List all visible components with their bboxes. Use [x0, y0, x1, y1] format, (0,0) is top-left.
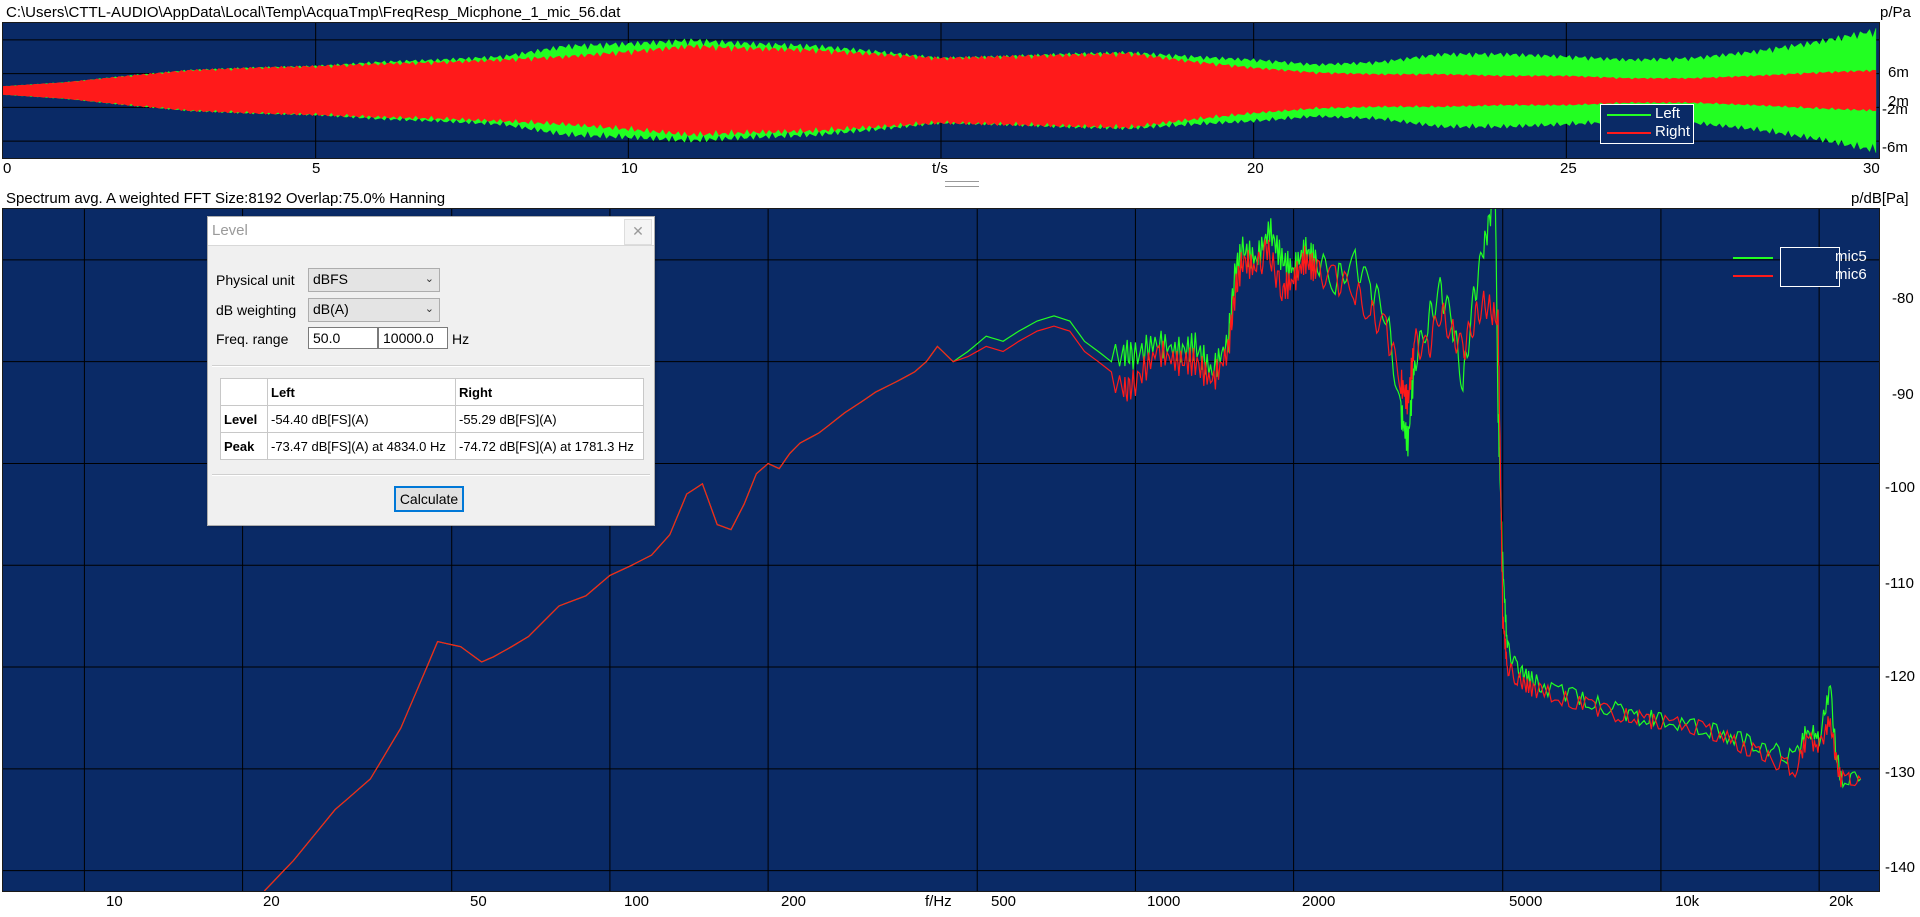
spec-ytick: -100 — [1885, 479, 1916, 496]
freq-min-input[interactable]: 50.0 — [308, 327, 378, 349]
spectrum-legend: mic5 mic6 — [1733, 247, 1867, 287]
close-icon[interactable]: ✕ — [624, 219, 652, 245]
spec-xtick: 10k — [1675, 893, 1700, 910]
weighting-select[interactable]: dB(A) ⌄ — [308, 298, 440, 322]
physical-unit-select[interactable]: dBFS ⌄ — [308, 268, 440, 292]
peak-left-value: -73.47 dB[FS](A) at 4834.0 Hz — [267, 432, 456, 460]
legend-swatch-mic6 — [1733, 275, 1773, 277]
freq-range-label: Freq. range — [216, 331, 289, 347]
level-results-table: Left Right Level -54.40 dB[FS](A) -55.29… — [220, 378, 644, 460]
spec-xtick: 100 — [624, 893, 650, 910]
dialog-title: Level — [212, 222, 248, 239]
row-label-peak: Peak — [220, 432, 268, 460]
spec-ytick: -80 — [1892, 290, 1914, 307]
legend-label-mic6: mic6 — [1835, 266, 1867, 283]
level-left-value: -54.40 dB[FS](A) — [267, 405, 456, 433]
dialog-divider — [212, 365, 650, 367]
table-header-row: Left Right — [220, 378, 644, 406]
legend-item-left: Left — [1601, 105, 1693, 123]
time-xtick: 25 — [1560, 160, 1577, 177]
time-xtick: 10 — [621, 160, 638, 177]
time-unit-label: p/Pa — [1880, 4, 1911, 21]
row-label-level: Level — [220, 405, 268, 433]
time-xtick: 0 — [3, 160, 12, 177]
spec-xtick: 10 — [106, 893, 123, 910]
spec-xtick: 500 — [991, 893, 1017, 910]
freq-unit-label: Hz — [452, 331, 470, 347]
time-ytick-neg6m: -6m — [1882, 139, 1908, 156]
level-right-value: -55.29 dB[FS](A) — [455, 405, 644, 433]
dialog-titlebar[interactable]: Level ✕ — [208, 217, 654, 246]
spec-xtick: 20k — [1829, 893, 1854, 910]
legend-swatch-right — [1607, 132, 1651, 134]
spectrum-header: Spectrum avg. A weighted FFT Size:8192 O… — [6, 190, 446, 207]
level-dialog: Level ✕ Physical unit dBFS ⌄ dB weightin… — [207, 216, 655, 526]
dialog-divider — [212, 474, 650, 476]
spec-xtick: 20 — [263, 893, 280, 910]
legend-label-left: Left — [1655, 105, 1681, 122]
spec-ytick: -90 — [1892, 386, 1914, 403]
spec-ytick: -130 — [1885, 764, 1916, 781]
time-waveform-chart — [3, 23, 1879, 158]
table-corner-cell — [220, 378, 268, 406]
spec-xtick: 5000 — [1509, 893, 1543, 910]
spectrum-unit-label: p/dB[Pa] — [1851, 190, 1909, 207]
table-header-right: Right — [455, 378, 644, 406]
time-xtick: 20 — [1247, 160, 1264, 177]
legend-label-right: Right — [1655, 123, 1691, 140]
time-xtick: 30 — [1863, 160, 1880, 177]
legend-item-mic5: mic5 — [1733, 248, 1867, 266]
spec-ytick: -110 — [1885, 575, 1914, 592]
freq-max-input[interactable]: 10000.0 — [378, 327, 448, 349]
legend-item-right: Right — [1601, 123, 1693, 141]
time-xtick: 5 — [312, 160, 321, 177]
spec-ytick: -140 — [1885, 859, 1916, 876]
time-legend: Left Right — [1600, 104, 1694, 144]
physical-unit-label: Physical unit — [216, 272, 295, 288]
file-path: C:\Users\CTTL-AUDIO\AppData\Local\Temp\A… — [6, 4, 621, 21]
waveform-right — [3, 43, 1877, 138]
table-header-left: Left — [267, 378, 456, 406]
calculate-button[interactable]: Calculate — [394, 486, 464, 512]
panel-splitter-handle[interactable] — [945, 181, 979, 187]
spectrum-line-mic6 — [263, 239, 1862, 891]
table-row: Level -54.40 dB[FS](A) -55.29 dB[FS](A) — [220, 405, 644, 433]
spec-ytick: -120 — [1885, 668, 1916, 685]
legend-swatch-mic5 — [1733, 257, 1773, 259]
chevron-down-icon: ⌄ — [424, 273, 434, 285]
physical-unit-value: dBFS — [313, 271, 349, 287]
spec-xunit: f/Hz — [925, 893, 952, 910]
spec-xtick: 200 — [781, 893, 807, 910]
legend-label-mic5: mic5 — [1835, 248, 1867, 265]
weighting-value: dB(A) — [313, 301, 349, 317]
spec-xtick: 2000 — [1302, 893, 1336, 910]
spec-xtick: 1000 — [1147, 893, 1181, 910]
time-ytick: 2m — [1888, 93, 1909, 110]
time-ytick: 6m — [1888, 64, 1909, 81]
weighting-label: dB weighting — [216, 302, 297, 318]
legend-swatch-left — [1607, 114, 1651, 116]
legend-item-mic6: mic6 — [1733, 266, 1867, 284]
time-plot-area[interactable]: Left Right — [2, 22, 1880, 159]
spec-xtick: 50 — [470, 893, 487, 910]
time-xunit: t/s — [932, 160, 948, 177]
peak-right-value: -74.72 dB[FS](A) at 1781.3 Hz — [455, 432, 644, 460]
chevron-down-icon: ⌄ — [424, 303, 434, 315]
time-ytick-neg2m: -2m — [1882, 101, 1908, 118]
table-row: Peak -73.47 dB[FS](A) at 4834.0 Hz -74.7… — [220, 432, 644, 460]
